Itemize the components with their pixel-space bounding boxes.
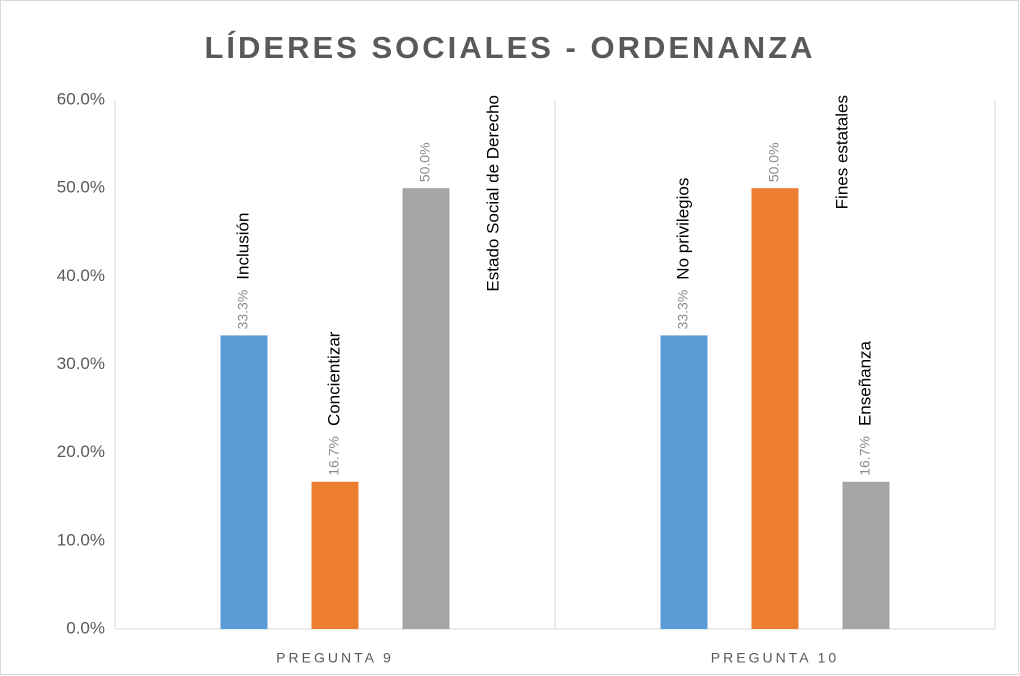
y-tick-label: 40.0% <box>57 266 105 285</box>
y-tick-label: 60.0% <box>57 89 105 108</box>
bar-label: No privilegios <box>673 178 692 280</box>
x-tick-label: PREGUNTA 10 <box>711 650 839 666</box>
bar <box>402 188 450 629</box>
value-label: 33.3% <box>235 290 251 330</box>
y-tick-label: 30.0% <box>57 354 105 373</box>
chart-title: LÍDERES SOCIALES - ORDENANZA <box>204 30 815 65</box>
bar-label: Estado Social de Derecho <box>483 95 502 292</box>
bar <box>751 188 799 629</box>
bar <box>220 335 268 629</box>
bar-label: Concientizar <box>324 331 343 426</box>
x-tick-label: PREGUNTA 9 <box>276 650 394 666</box>
value-label: 16.7% <box>857 436 873 476</box>
bar-label: Fines estatales <box>832 95 851 209</box>
bar-label: Enseñanza <box>855 340 874 426</box>
value-label: 33.3% <box>675 290 691 330</box>
value-label: 50.0% <box>417 142 433 182</box>
bar-label: Inclusión <box>233 213 252 280</box>
y-tick-label: 20.0% <box>57 442 105 461</box>
y-tick-label: 50.0% <box>57 178 105 197</box>
value-label: 50.0% <box>766 142 782 182</box>
y-tick-label: 0.0% <box>66 618 105 637</box>
bar <box>660 335 708 629</box>
bar <box>842 481 890 629</box>
y-tick-label: 10.0% <box>57 530 105 549</box>
value-label: 16.7% <box>326 436 342 476</box>
bar <box>311 481 359 629</box>
